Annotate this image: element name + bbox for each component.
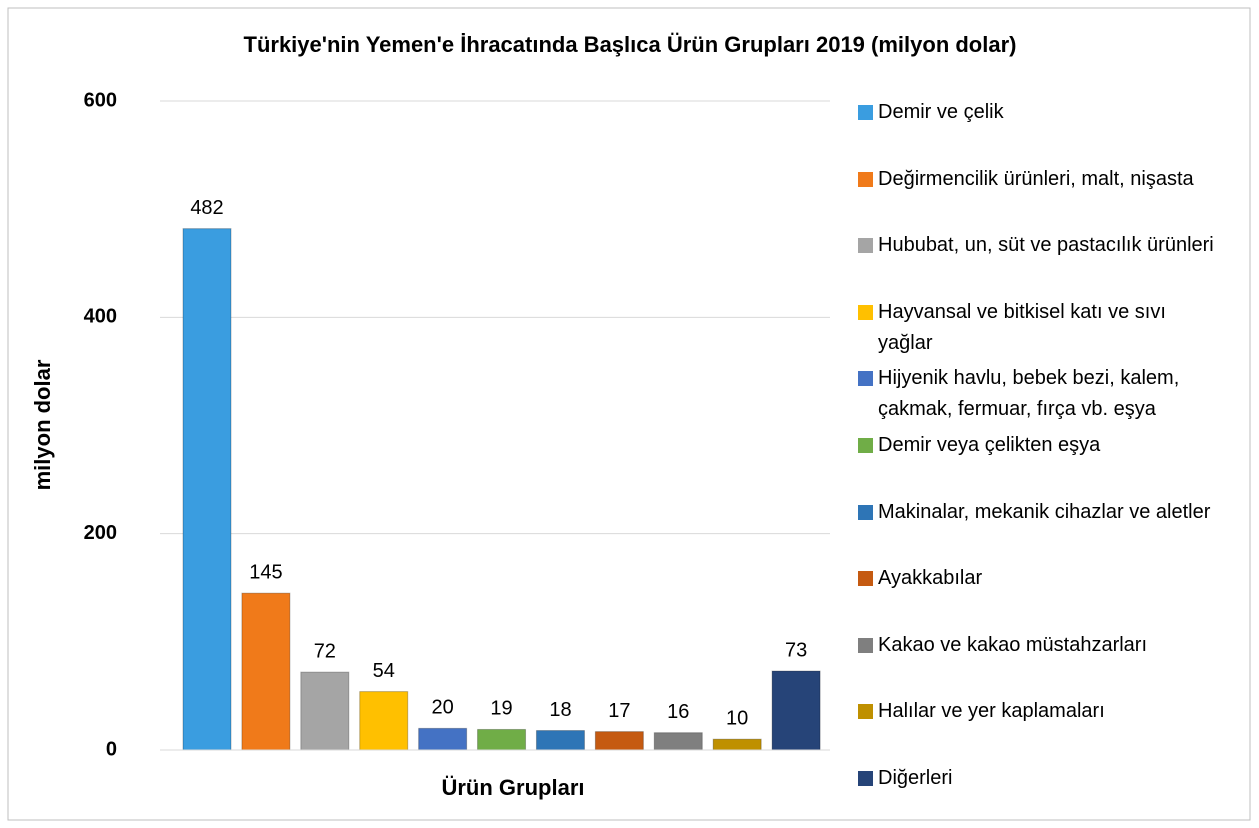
bar <box>535 730 585 751</box>
bar <box>359 691 409 751</box>
legend-swatch <box>858 371 873 387</box>
legend-label: Kakao ve kakao müstahzarları <box>878 633 1148 656</box>
bar <box>653 732 703 751</box>
y-tick-label: 400 <box>84 306 117 328</box>
bar <box>418 727 468 751</box>
legend-item: Demir ve çelik <box>858 97 1218 128</box>
bar <box>477 728 527 751</box>
legend-label: Hayvansal ve bitkisel katı ve sıvı yağla… <box>878 300 1166 354</box>
legend-item: Değirmencilik ürünleri, malt, nişasta <box>858 164 1218 195</box>
legend-swatch <box>858 771 873 786</box>
legend-swatch <box>858 571 873 587</box>
legend-label: Demir ve çelik <box>878 101 1004 123</box>
bar <box>182 228 232 751</box>
legend-label: Hijyenik havlu, bebek bezi, kalem, çakma… <box>878 367 1180 421</box>
bar <box>300 671 350 751</box>
legend-swatch <box>858 171 873 187</box>
data-label: 145 <box>249 561 282 583</box>
legend-item: Kakao ve kakao müstahzarları <box>858 630 1218 661</box>
data-label: 16 <box>667 701 689 723</box>
data-label: 17 <box>608 700 630 722</box>
legend-item: Halılar ve yer kaplamaları <box>858 696 1218 727</box>
data-label: 18 <box>549 699 571 721</box>
legend-swatch <box>858 704 873 720</box>
legend-label: Makinalar, mekanik cihazlar ve aletler <box>878 500 1211 523</box>
x-axis-label: Ürün Grupları <box>441 775 584 800</box>
legend-swatch <box>858 304 873 320</box>
legend-label: Hububat, un, süt ve pastacılık ürünleri <box>878 234 1214 257</box>
y-tick-label: 0 <box>106 738 117 760</box>
y-axis-label: milyon dolar <box>30 359 55 490</box>
bar <box>712 738 762 751</box>
legend-item: Hayvansal ve bitkisel katı ve sıvı yağla… <box>858 297 1218 359</box>
bar <box>241 592 291 751</box>
legend-swatch <box>858 105 873 120</box>
data-label: 482 <box>190 197 223 219</box>
legend-item: Demir veya çelikten eşya <box>858 430 1218 461</box>
data-label: 72 <box>314 640 336 662</box>
legend-item: Diğerleri <box>858 763 1218 794</box>
legend-label: Ayakkabılar <box>878 567 983 590</box>
bar <box>771 670 821 751</box>
data-label: 19 <box>490 698 512 720</box>
legend-item: Ayakkabılar <box>858 563 1218 594</box>
data-label: 73 <box>785 639 807 661</box>
legend-item: Makinalar, mekanik cihazlar ve aletler <box>858 497 1218 528</box>
legend-label: Halılar ve yer kaplamaları <box>878 700 1105 723</box>
legend-label: Demir veya çelikten eşya <box>878 434 1101 456</box>
legend-swatch <box>858 637 873 653</box>
legend-item: Hijyenik havlu, bebek bezi, kalem, çakma… <box>858 363 1218 425</box>
legend-label: Değirmencilik ürünleri, malt, nişasta <box>878 167 1194 190</box>
legend-item: Hububat, un, süt ve pastacılık ürünleri <box>858 230 1218 261</box>
y-tick-label: 600 <box>84 89 117 111</box>
data-label: 54 <box>373 660 395 682</box>
bar <box>594 731 644 751</box>
data-label: 20 <box>432 697 454 719</box>
legend-swatch <box>858 504 873 520</box>
legend-swatch <box>858 438 873 453</box>
data-label: 10 <box>726 707 748 729</box>
legend-label: Diğerleri <box>878 767 953 789</box>
y-tick-label: 200 <box>84 522 117 544</box>
chart-title: Türkiye'nin Yemen'e İhracatında Başlıca … <box>244 32 1017 57</box>
legend-swatch <box>858 238 873 254</box>
